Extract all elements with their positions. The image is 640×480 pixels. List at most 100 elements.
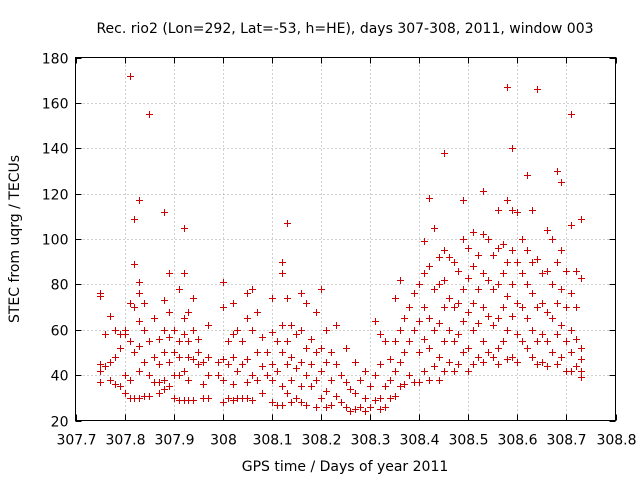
data-point — [377, 406, 384, 413]
data-point — [495, 315, 502, 322]
data-point — [509, 354, 516, 361]
data-point — [146, 372, 153, 379]
y-tick-label: 80 — [51, 278, 69, 294]
data-point — [127, 73, 134, 80]
data-point — [509, 207, 516, 214]
data-point — [288, 377, 295, 384]
chart-title: Rec. rio2 (Lon=292, Lat=-53, h=HE), days… — [96, 21, 593, 37]
data-point — [372, 397, 379, 404]
data-point — [298, 359, 305, 366]
data-point — [244, 290, 251, 297]
data-point — [549, 349, 556, 356]
data-point — [333, 322, 340, 329]
data-point — [112, 354, 119, 361]
data-point — [244, 395, 251, 402]
data-point — [279, 259, 286, 266]
data-point — [451, 259, 458, 266]
data-point — [519, 236, 526, 243]
data-point — [421, 304, 428, 311]
data-point — [406, 338, 413, 345]
data-point — [185, 354, 192, 361]
data-point — [455, 361, 462, 368]
data-point — [352, 406, 359, 413]
data-point — [230, 397, 237, 404]
data-point — [288, 399, 295, 406]
data-point — [524, 172, 531, 179]
data-point — [303, 372, 310, 379]
data-point — [558, 179, 565, 186]
data-point — [171, 349, 178, 356]
data-point — [338, 372, 345, 379]
data-point — [524, 281, 531, 288]
data-point — [136, 279, 143, 286]
data-point — [524, 345, 531, 352]
data-point — [382, 383, 389, 390]
data-point — [136, 318, 143, 325]
data-point — [470, 229, 477, 236]
data-point — [279, 270, 286, 277]
data-point — [568, 290, 575, 297]
data-point — [156, 336, 163, 343]
data-point — [578, 356, 585, 363]
data-point — [426, 315, 433, 322]
data-point — [544, 363, 551, 370]
data-point — [490, 322, 497, 329]
data-point — [181, 225, 188, 232]
x-tick-label: 308.2 — [301, 433, 341, 449]
data-point — [313, 349, 320, 356]
data-point — [367, 404, 374, 411]
data-point — [284, 295, 291, 302]
data-point — [176, 354, 183, 361]
data-point — [141, 327, 148, 334]
data-point — [495, 245, 502, 252]
data-point — [136, 368, 143, 375]
data-point — [534, 86, 541, 93]
data-point — [504, 259, 511, 266]
data-point — [568, 349, 575, 356]
data-point — [338, 399, 345, 406]
data-point — [544, 227, 551, 234]
data-point — [426, 377, 433, 384]
data-point — [387, 395, 394, 402]
data-point — [122, 372, 129, 379]
data-point — [347, 408, 354, 415]
data-point — [377, 361, 384, 368]
axis-ticks — [75, 57, 617, 422]
data-point — [328, 349, 335, 356]
data-point — [284, 361, 291, 368]
data-point — [225, 395, 232, 402]
x-tick-label: 307.7 — [56, 433, 96, 449]
data-point — [200, 359, 207, 366]
data-point — [333, 393, 340, 400]
data-point — [578, 345, 585, 352]
data-point — [401, 381, 408, 388]
data-point — [500, 241, 507, 248]
data-point — [254, 349, 261, 356]
x-tick-labels: 307.7 307.8 307.9 308 308.1 308.2 308.3 308.4 30… — [56, 433, 636, 449]
data-point — [181, 331, 188, 338]
data-point — [558, 354, 565, 361]
x-tick-label: 308.5 — [448, 433, 488, 449]
data-point — [288, 354, 295, 361]
data-point — [460, 286, 467, 293]
y-tick-label: 100 — [42, 233, 69, 249]
data-point — [387, 377, 394, 384]
data-point — [549, 236, 556, 243]
data-point — [573, 268, 580, 275]
data-point — [465, 345, 472, 352]
data-point — [578, 275, 585, 282]
data-point — [161, 209, 168, 216]
data-point — [539, 300, 546, 307]
data-point — [465, 275, 472, 282]
data-point — [298, 383, 305, 390]
data-point — [539, 331, 546, 338]
data-point — [166, 270, 173, 277]
data-point — [151, 354, 158, 361]
data-point — [431, 225, 438, 232]
data-point — [205, 372, 212, 379]
data-point — [460, 349, 467, 356]
data-point — [504, 293, 511, 300]
data-point — [451, 338, 458, 345]
data-point — [190, 397, 197, 404]
